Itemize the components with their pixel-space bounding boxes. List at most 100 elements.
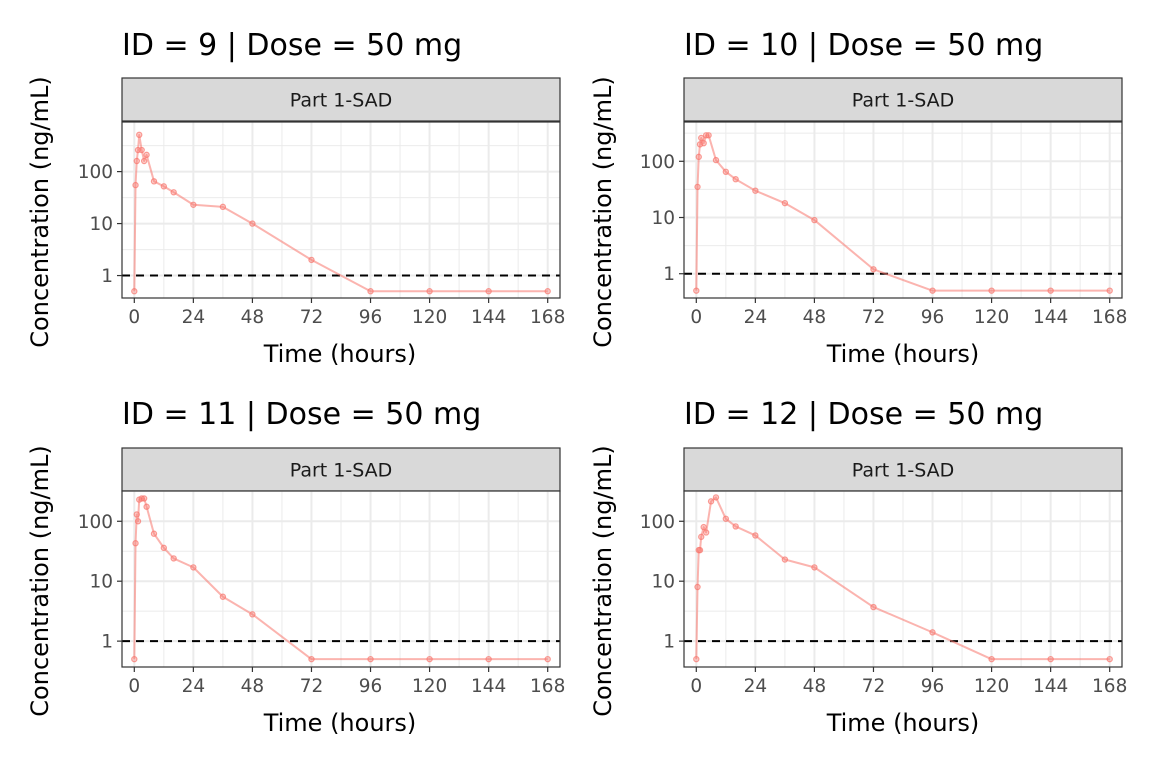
data-point (138, 146, 145, 154)
panel-1: ID = 9 | Dose = 50 mg Part 1-SAD 0 24 48 72 96… (26, 28, 565, 368)
x-tick-label: 120 (412, 307, 447, 328)
data-point (696, 546, 704, 554)
series-line (695, 496, 1110, 661)
series-group (131, 495, 551, 663)
facet-strip (683, 447, 1123, 492)
x-tick-label: 168 (530, 676, 565, 697)
panel-4: ID = 12 | Dose = 50 mg Part 1-SAD 0 24 48 72 9… (589, 397, 1127, 737)
facet-strip (121, 77, 561, 122)
x-tick-label: 120 (412, 676, 447, 697)
data-point (150, 530, 158, 537)
x-tick-label: 24 (182, 676, 206, 697)
data-point (308, 256, 315, 264)
data-point (700, 523, 707, 531)
data-point (752, 187, 759, 194)
series-line (133, 497, 548, 661)
data-point (722, 515, 730, 522)
data-point (143, 503, 150, 510)
data-point (698, 134, 705, 142)
data-point (485, 655, 492, 663)
data-point (367, 288, 374, 295)
panel-title: ID = 12 | Dose = 50 mg (684, 397, 1043, 432)
data-point (870, 266, 877, 273)
data-point (702, 529, 710, 536)
y-axis-title: Concentration (ng/mL) (589, 76, 617, 347)
data-point (143, 151, 150, 159)
data-point (811, 216, 818, 224)
data-point (140, 495, 148, 502)
x-tick-label: 24 (744, 307, 768, 328)
x-tick-label: 0 (690, 676, 702, 697)
data-point (722, 168, 730, 176)
plot-border (121, 490, 561, 668)
data-point (811, 564, 818, 571)
data-point (1106, 655, 1113, 663)
panel-title: ID = 9 | Dose = 50 mg (122, 28, 462, 63)
data-point (693, 655, 700, 663)
x-axis-title: Time (hours) (826, 340, 980, 368)
facet-strip (683, 77, 1123, 122)
y-tick-label: 10 (89, 572, 113, 593)
y-tick-label: 100 (78, 162, 113, 183)
x-tick-label: 48 (241, 676, 265, 697)
x-tick-label: 0 (690, 307, 702, 328)
x-axis-title: Time (hours) (263, 709, 417, 737)
y-tick-label: 100 (640, 512, 675, 533)
data-point (131, 655, 138, 663)
data-point (781, 199, 789, 207)
y-tick-label: 1 (101, 632, 113, 653)
y-tick-label: 1 (663, 632, 675, 653)
facet-strip-label: Part 1-SAD (852, 90, 955, 112)
x-tick-label: 72 (300, 676, 324, 697)
data-point (131, 288, 138, 295)
data-point (694, 583, 701, 591)
data-point (1047, 655, 1054, 663)
x-tick-label: 144 (1033, 676, 1068, 697)
x-axis-title: Time (hours) (826, 709, 980, 737)
x-tick-label: 96 (921, 307, 945, 328)
data-point (190, 564, 197, 571)
data-point (133, 511, 140, 518)
data-point (170, 189, 177, 196)
x-tick-label: 72 (862, 676, 886, 697)
x-axis-title: Time (hours) (263, 340, 417, 368)
x-tick-label: 96 (359, 676, 383, 697)
y-tick-label: 1 (663, 264, 675, 285)
data-point (695, 153, 702, 161)
y-tick-label: 10 (651, 572, 675, 593)
x-tick-label: 168 (1092, 307, 1127, 328)
x-tick-label: 24 (182, 307, 206, 328)
y-tick-label: 10 (651, 208, 675, 229)
panel-title: ID = 11 | Dose = 50 mg (122, 397, 481, 432)
data-point (781, 556, 789, 563)
y-axis-title: Concentration (ng/mL) (26, 445, 54, 716)
data-point (732, 523, 739, 530)
data-point (249, 220, 256, 227)
y-axis-title: Concentration (ng/mL) (589, 445, 617, 716)
data-point (870, 603, 877, 611)
data-point (140, 157, 148, 165)
y-tick-label: 100 (78, 512, 113, 533)
data-point (693, 287, 700, 294)
data-point (367, 655, 374, 663)
series-group (131, 131, 551, 295)
y-tick-label: 100 (640, 152, 675, 173)
plot-border (683, 490, 1123, 668)
x-tick-label: 144 (1033, 307, 1068, 328)
x-tick-label: 144 (471, 307, 506, 328)
facet-strip (121, 447, 561, 492)
data-point (712, 156, 720, 164)
data-point (544, 288, 551, 295)
data-point (426, 655, 433, 663)
panel-title: ID = 10 | Dose = 50 mg (684, 28, 1043, 63)
x-tick-label: 72 (862, 307, 886, 328)
plot-border (121, 121, 561, 299)
data-point (694, 183, 701, 191)
data-point (988, 287, 995, 294)
data-point (1106, 287, 1113, 294)
panel-3: ID = 11 | Dose = 50 mg Part 1-SAD 0 24 48 72 9… (26, 397, 565, 737)
data-point (219, 203, 227, 211)
x-tick-label: 168 (1092, 676, 1127, 697)
series-line (695, 134, 1110, 292)
